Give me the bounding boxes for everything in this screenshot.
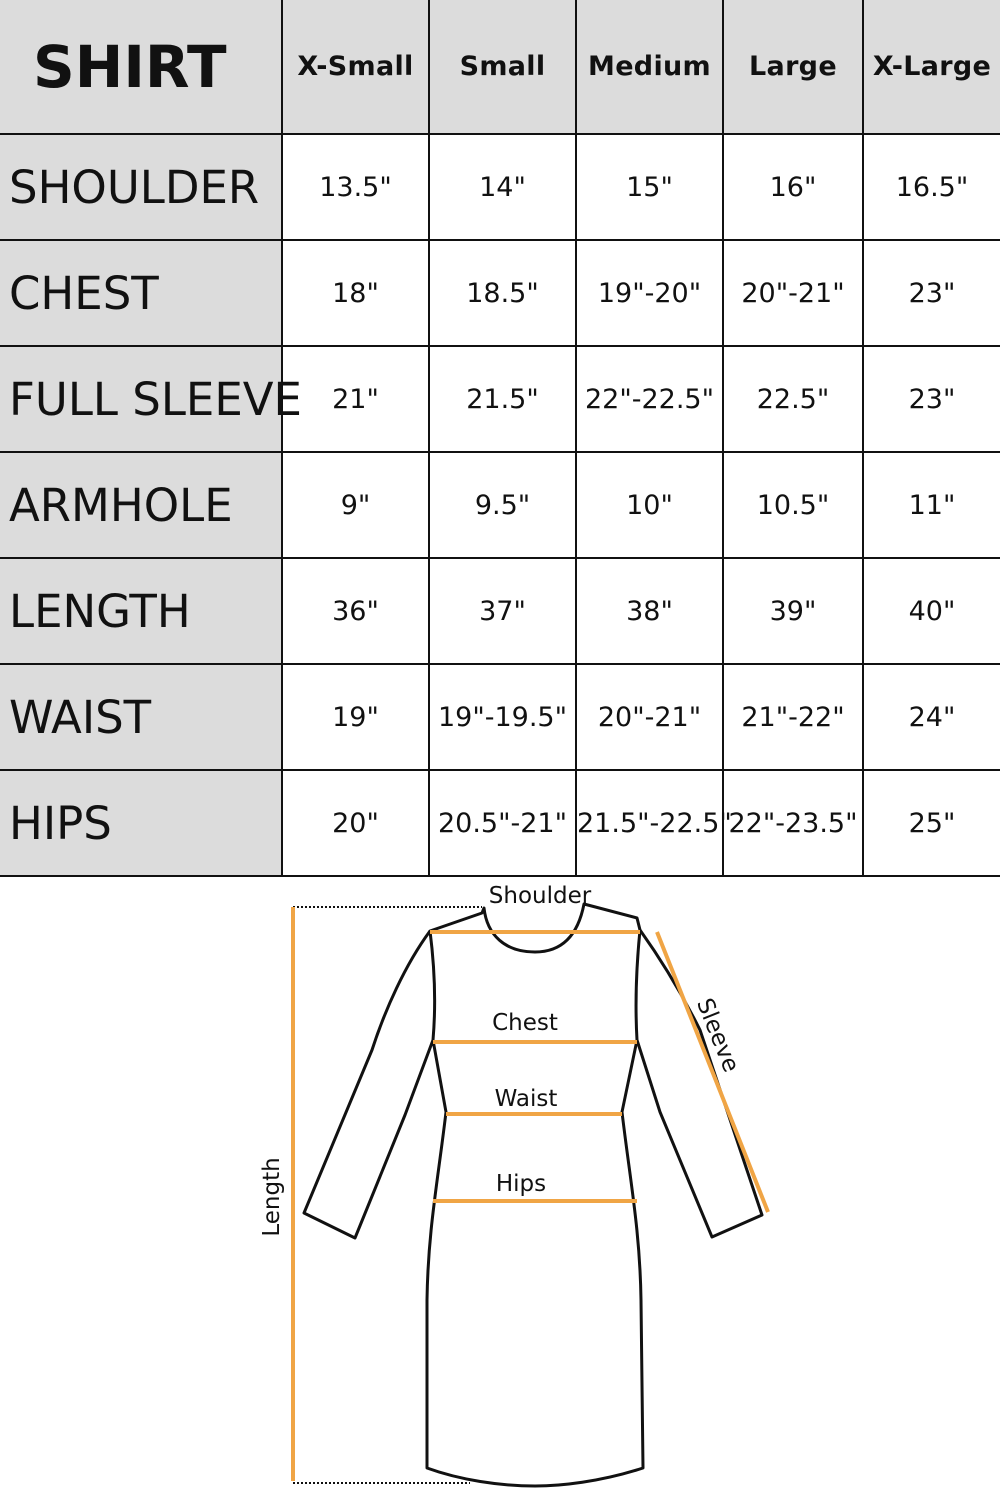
measurement-value: 19" bbox=[281, 663, 430, 771]
table-row: HIPS 20" 20.5"-21" 21.5"-22.5" 22"-23.5" 25" bbox=[0, 769, 1000, 877]
table-row: ARMHOLE 9" 9.5" 10" 10.5" 11" bbox=[0, 451, 1000, 559]
measurement-value: 20.5"-21" bbox=[428, 769, 577, 877]
size-column-header: Medium bbox=[575, 0, 724, 135]
measurement-value: 19"-20" bbox=[575, 239, 724, 347]
size-column-header: Large bbox=[722, 0, 864, 135]
sleeve-measure-line bbox=[655, 931, 770, 1213]
measurement-value: 16.5" bbox=[862, 133, 1000, 241]
measurement-value: 16" bbox=[722, 133, 864, 241]
table-title: SHIRT bbox=[0, 0, 283, 135]
measurement-value: 39" bbox=[722, 557, 864, 665]
size-column-header: X-Small bbox=[281, 0, 430, 135]
measurement-label: FULL SLEEVE bbox=[0, 345, 302, 453]
garment-body-outline bbox=[425, 902, 645, 1488]
size-column-header: X-Large bbox=[862, 0, 1000, 135]
measurement-value: 10.5" bbox=[722, 451, 864, 559]
measurement-value: 25" bbox=[862, 769, 1000, 877]
table-row: LENGTH 36" 37" 38" 39" 40" bbox=[0, 557, 1000, 665]
measurement-value: 11" bbox=[862, 451, 1000, 559]
measurement-label: HIPS bbox=[0, 769, 283, 877]
shoulder-label: Shoulder bbox=[489, 883, 592, 909]
measurement-value: 20" bbox=[281, 769, 430, 877]
left-sleeve-outline bbox=[302, 930, 435, 1240]
measurement-value: 23" bbox=[862, 345, 1000, 453]
measurement-value: 10" bbox=[575, 451, 724, 559]
table-row: CHEST 18" 18.5" 19"-20" 20"-21" 23" bbox=[0, 239, 1000, 347]
measurement-value: 40" bbox=[862, 557, 1000, 665]
measurement-value: 23" bbox=[862, 239, 1000, 347]
measurement-value: 18.5" bbox=[428, 239, 577, 347]
measurement-value: 22.5" bbox=[722, 345, 864, 453]
measurement-value: 21.5"-22.5" bbox=[575, 769, 732, 877]
measurement-value: 21.5" bbox=[428, 345, 577, 453]
measurement-value: 22"-23.5" bbox=[722, 769, 864, 877]
measurement-label: CHEST bbox=[0, 239, 283, 347]
measurement-value: 20"-21" bbox=[722, 239, 864, 347]
measurement-value: 37" bbox=[428, 557, 577, 665]
measurement-value: 9" bbox=[281, 451, 430, 559]
measurement-value: 14" bbox=[428, 133, 577, 241]
waist-label: Waist bbox=[495, 1086, 558, 1112]
size-column-header: Small bbox=[428, 0, 577, 135]
measurement-value: 9.5" bbox=[428, 451, 577, 559]
table-row: FULL SLEEVE 21" 21.5" 22"-22.5" 22.5" 23" bbox=[0, 345, 1000, 453]
table-row: WAIST 19" 19"-19.5" 20"-21" 21"-22" 24" bbox=[0, 663, 1000, 771]
measurement-label: ARMHOLE bbox=[0, 451, 283, 559]
size-chart-table: SHIRT X-Small Small Medium Large X-Large SHO… bbox=[0, 0, 1000, 877]
chest-label: Chest bbox=[492, 1010, 558, 1036]
measurement-value: 18" bbox=[281, 239, 430, 347]
measurement-value: 13.5" bbox=[281, 133, 430, 241]
measurement-value: 19"-19.5" bbox=[428, 663, 577, 771]
length-label: Length bbox=[259, 1157, 285, 1236]
measurement-label: LENGTH bbox=[0, 557, 283, 665]
measurement-value: 20"-21" bbox=[575, 663, 724, 771]
measurement-value: 21"-22" bbox=[722, 663, 864, 771]
measurement-value: 22"-22.5" bbox=[575, 345, 724, 453]
measurement-label: SHOULDER bbox=[0, 133, 283, 241]
table-row: SHOULDER 13.5" 14" 15" 16" 16.5" bbox=[0, 133, 1000, 241]
measurement-value: 36" bbox=[281, 557, 430, 665]
measurement-label: WAIST bbox=[0, 663, 283, 771]
measurement-value: 15" bbox=[575, 133, 724, 241]
measurement-value: 24" bbox=[862, 663, 1000, 771]
measurement-value: 38" bbox=[575, 557, 724, 665]
hips-label: Hips bbox=[496, 1171, 546, 1197]
right-sleeve-outline bbox=[635, 929, 764, 1239]
measurement-value: 21" bbox=[281, 345, 430, 453]
